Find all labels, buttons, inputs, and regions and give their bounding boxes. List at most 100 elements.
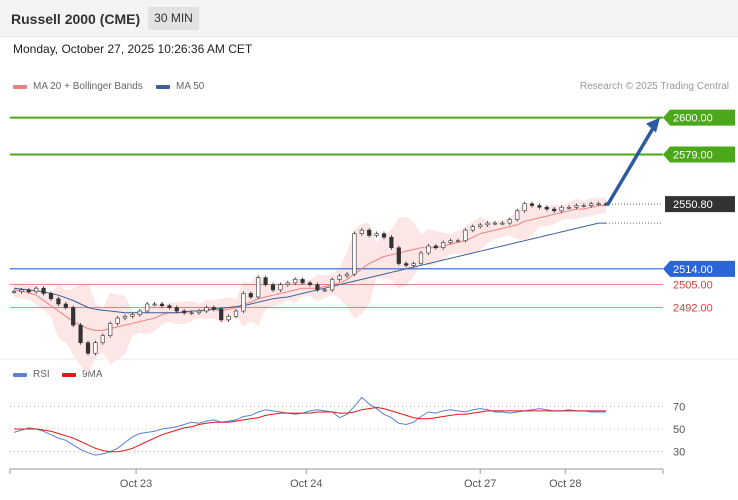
candle [441, 240, 446, 250]
candle-body [492, 222, 498, 225]
candle [307, 280, 313, 287]
legend-ma20-label: MA 20 + Bollinger Bands [33, 81, 143, 92]
candle-body [485, 222, 490, 226]
candle-body [507, 219, 512, 224]
candle [389, 235, 394, 250]
candle [300, 277, 305, 286]
candle [433, 243, 438, 250]
level-label-2579.00: 2579.00 [673, 150, 713, 162]
x-tick-label: Oct 27 [464, 478, 496, 490]
candle [404, 261, 409, 268]
candle-body [455, 240, 461, 242]
last-price-tag [665, 196, 735, 213]
candle-body [270, 284, 276, 291]
candle [63, 301, 68, 310]
candle [122, 314, 128, 321]
candle-body [537, 205, 542, 208]
candle-body [374, 233, 379, 236]
candle-body [367, 229, 372, 236]
candle [322, 287, 327, 293]
candle-body [241, 293, 246, 312]
candle-body [48, 293, 54, 300]
candle-body [256, 277, 261, 298]
level-label-2492.00: 2492.00 [673, 303, 713, 315]
candle-body [159, 303, 165, 307]
candle-body [581, 205, 586, 207]
candle [559, 205, 564, 213]
candle [478, 222, 483, 229]
candle [152, 301, 157, 307]
candle [11, 289, 17, 294]
candle [226, 314, 231, 322]
candle [589, 201, 594, 208]
candle [344, 271, 350, 278]
x-tick-label: Oct 28 [549, 478, 581, 490]
candle-body [307, 282, 313, 285]
candle [500, 220, 505, 226]
candle [529, 201, 535, 208]
candle-body [515, 210, 520, 220]
candle-body [470, 226, 475, 231]
candle-body [566, 206, 572, 209]
candle-body [381, 233, 387, 238]
candle-body [248, 293, 253, 298]
x-tick-label: Oct 23 [120, 478, 152, 490]
candle-body [115, 317, 120, 324]
candle-body [433, 245, 438, 249]
candle [159, 301, 165, 308]
candle [522, 201, 527, 213]
candle-body [174, 307, 179, 312]
candle-body [219, 308, 224, 321]
candle [470, 224, 475, 233]
candle-body [529, 203, 535, 206]
candle [130, 312, 135, 319]
candle-body [93, 342, 98, 354]
candle [26, 287, 31, 294]
candle [211, 305, 216, 312]
candle-body [278, 284, 283, 291]
legend-rsi-label: RSI [33, 369, 50, 380]
candle [248, 291, 253, 300]
candle-body [285, 282, 290, 285]
candle-body [396, 247, 401, 264]
candle-body [426, 245, 431, 254]
candle [396, 245, 401, 266]
candle-body [478, 224, 483, 227]
rsi-swatch [13, 372, 27, 377]
timeframe-button[interactable]: 30 MIN [148, 7, 199, 30]
candle-body [418, 252, 424, 264]
candle [418, 250, 424, 266]
level-label-2600.00: 2600.00 [673, 113, 713, 125]
rsi-line [13, 396, 606, 456]
candle [381, 231, 387, 240]
candle [100, 333, 105, 345]
rsi-tick-50: 50 [673, 424, 685, 436]
candle [552, 206, 557, 213]
candle-body [78, 324, 83, 343]
level-label-2514.00: 2514.00 [673, 264, 713, 276]
candle [426, 243, 431, 256]
candle [196, 308, 202, 315]
candle-body [411, 263, 416, 266]
candle-body [233, 310, 239, 317]
candle-body [315, 284, 320, 291]
candle-body [322, 289, 327, 292]
rsi-ma-line [14, 406, 606, 453]
candle-body [137, 310, 142, 315]
candle [285, 280, 290, 287]
candle [544, 205, 549, 212]
legend-ma20: MA 20 + Bollinger Bands [13, 81, 143, 92]
candle-body [71, 307, 76, 326]
candle-body [211, 307, 216, 310]
ma20-swatch [13, 84, 27, 89]
candle-body [359, 229, 364, 234]
candle-body [182, 310, 187, 314]
candle-body [56, 298, 61, 305]
candle-body [122, 316, 128, 319]
candle-body [26, 289, 31, 292]
candle [448, 238, 453, 245]
candle-body [263, 277, 268, 285]
candle-body [441, 242, 446, 249]
candle [596, 201, 601, 206]
x-tick-label: Oct 24 [290, 478, 322, 490]
